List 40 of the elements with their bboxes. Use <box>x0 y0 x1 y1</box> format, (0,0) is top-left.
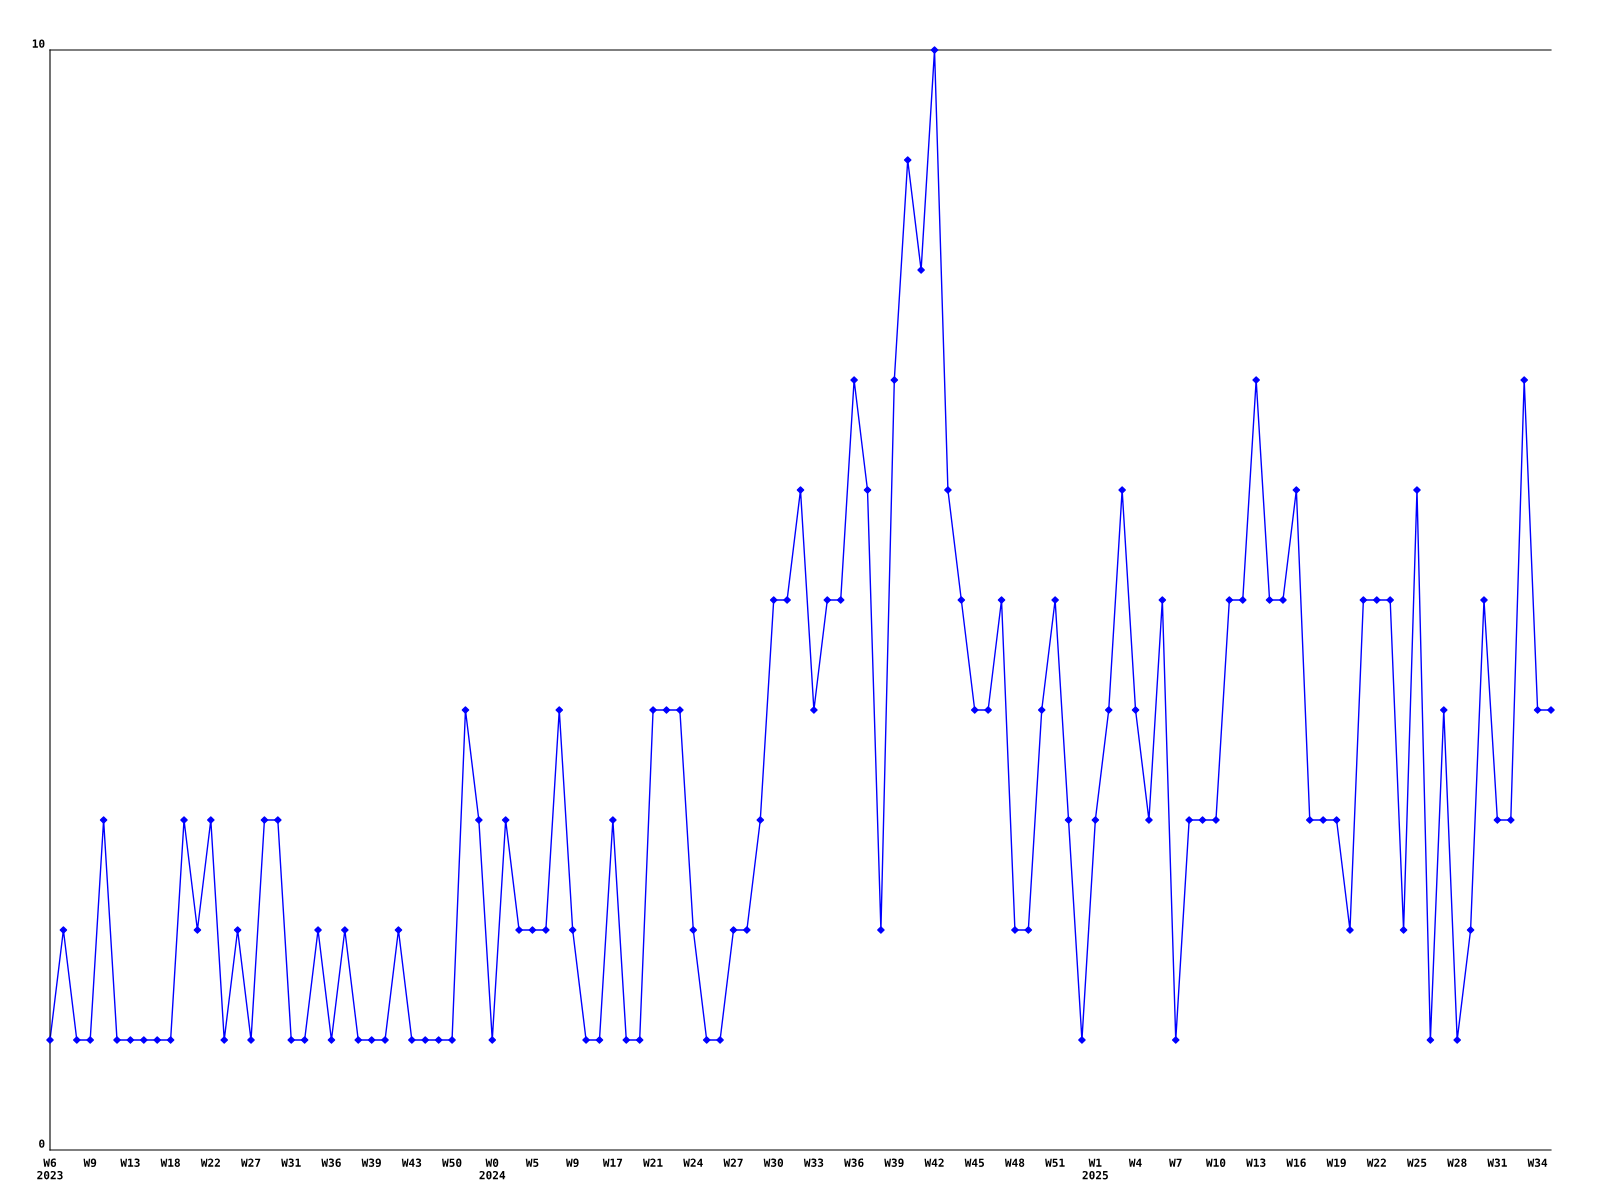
x-tick-label: W0 2024 <box>479 1158 506 1180</box>
x-tick-label: W27 <box>240 1158 261 1167</box>
x-tick-label: W30 <box>763 1158 784 1167</box>
x-tick-label: W31 <box>1487 1158 1507 1167</box>
x-tick-label: W31 <box>281 1158 301 1167</box>
x-tick-label: W51 <box>1045 1158 1065 1167</box>
x-tick-label: W21 <box>643 1158 663 1167</box>
y-tick-label: 0 <box>39 1139 45 1148</box>
x-tick-label: W36 <box>844 1158 864 1167</box>
x-tick-label: W33 <box>803 1158 824 1167</box>
x-tick-label: W22 <box>200 1158 220 1167</box>
x-tick-label: W9 <box>565 1158 579 1167</box>
x-tick-label: W9 <box>83 1158 97 1167</box>
x-tick-label: W13 <box>1246 1158 1266 1167</box>
x-tick-label: W36 <box>321 1158 341 1167</box>
x-tick-label: W10 <box>1205 1158 1226 1167</box>
x-tick-label: W7 <box>1169 1158 1182 1167</box>
x-tick-label: W42 <box>924 1158 944 1167</box>
x-tick-label: W5 <box>525 1158 539 1167</box>
x-tick-label: W16 <box>1286 1158 1306 1167</box>
x-tick-label: W18 <box>160 1158 180 1167</box>
x-tick-label: W1 2025 <box>1082 1158 1108 1180</box>
x-tick-label: W48 <box>1004 1158 1025 1167</box>
x-tick-label: W22 <box>1366 1158 1386 1167</box>
x-tick-label: W6 2023 <box>37 1158 63 1180</box>
x-tick-label: W50 <box>442 1158 462 1167</box>
x-tick-label: W25 <box>1406 1158 1427 1167</box>
y-tick-label: 10 <box>32 39 45 48</box>
x-tick-label: W13 <box>120 1158 140 1167</box>
x-tick-label: W24 <box>683 1158 703 1167</box>
x-tick-label: W39 <box>361 1158 381 1167</box>
x-tick-label: W34 <box>1527 1158 1548 1167</box>
x-tick-label: W39 <box>884 1158 904 1167</box>
x-tick-label: W45 <box>964 1158 984 1167</box>
x-tick-label: W43 <box>401 1158 422 1167</box>
x-tick-label: W28 <box>1447 1158 1467 1167</box>
x-tick-label: W17 <box>602 1158 623 1167</box>
x-tick-label: W27 <box>723 1158 743 1167</box>
x-tick-label: W19 <box>1326 1158 1346 1167</box>
x-tick-label: W4 <box>1128 1158 1142 1167</box>
